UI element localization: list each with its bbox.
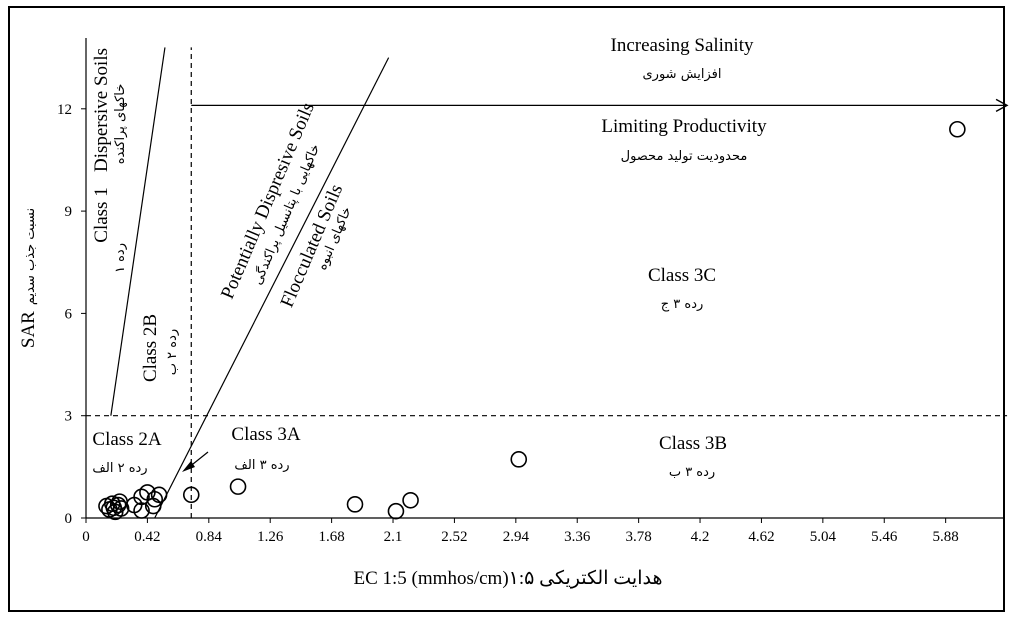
x-tick-label: 5.88 [933,529,959,545]
data-point [387,502,405,520]
class3b-label: Class 3B [659,433,727,454]
data-point [146,490,164,508]
salinity-arrowhead-icon [995,98,1009,113]
data-point [150,486,168,504]
data-point [182,486,200,504]
class3b-label-fa: رده ۳ ب [669,465,715,480]
y-tick-label: 3 [65,409,73,425]
x-tick-label: 2.1 [384,529,403,545]
x-tick-label: 0 [82,529,90,545]
x-tick-label: 3.36 [564,529,591,545]
data-point [510,451,528,468]
x-tick-label: 4.2 [691,529,710,545]
data-point [112,500,130,517]
y-tick-label: 6 [65,306,73,322]
flocculation-boundary-line [154,57,390,519]
data-point [949,120,966,138]
y-axis-label-fa: نسبت جذب سدیم [23,208,38,305]
x-ticks: 0 0.42 0.84 1.26 1.68 2.1 2.52 2.94 3.36 3.78 4.2 4… [82,518,959,545]
y-tick-label: 9 [65,204,73,220]
class3c-label-fa: رده ۳ ج [661,297,704,312]
dispersive-soils-label-fa: خاکهای پراکنده [113,84,128,165]
data-point [346,496,364,513]
y-axis-label-en: SAR [18,311,39,348]
class2a-label: Class 2A [92,429,161,450]
class3a-label: Class 3A [231,424,300,445]
x-tick-label: 0.84 [196,529,223,545]
y-tick-label: 12 [57,102,72,118]
x-tick-label: 2.52 [441,529,467,545]
data-point [133,502,150,519]
class3a-label-fa: رده ۳ الف [234,458,289,473]
x-tick-label: 3.78 [626,529,652,545]
increasing-salinity-label: Increasing Salinity [611,35,754,56]
class2b-label-fa: رده ۲ ب [165,329,180,375]
class3a-pointer-arrowhead-icon [182,461,195,472]
limiting-productivity-label-fa: محدودیت تولید محصول [621,149,748,164]
chart-frame [8,6,1005,612]
x-axis-label: EC 1:5 (mmhos/cm)هدایت الکتریکی ۱:۵ [354,568,663,589]
x-tick-label: 1.68 [318,529,344,545]
y-tick-label: 0 [65,511,73,527]
class1-boundary-line [110,47,166,416]
x-tick-label: 4.62 [748,529,774,545]
x-tick-label: 5.04 [810,529,837,545]
x-tick-label: 0.42 [134,529,160,545]
increasing-salinity-label-fa: افزایش شوری [643,67,722,82]
class1-label: Class 1 [91,187,112,242]
class3c-label: Class 3C [648,265,716,286]
data-point [402,491,419,509]
class1-label-fa: رده ۱ [113,243,128,273]
data-point [133,488,150,506]
x-tick-label: 5.46 [871,529,898,545]
data-point [229,478,247,495]
y-axis-label: SAR نسبت جذب سدیم [18,208,39,348]
limiting-productivity-label: Limiting Productivity [601,116,767,137]
data-points [98,120,966,521]
class2b-label: Class 2B [140,314,161,382]
dispersive-soils-label: Dispersive Soils [91,48,112,172]
y-ticks: 0 3 6 9 12 [57,102,86,527]
x-tick-label: 1.26 [257,529,284,545]
x-tick-label: 2.94 [503,529,530,545]
class2a-label-fa: رده ۲ الف [92,461,147,476]
